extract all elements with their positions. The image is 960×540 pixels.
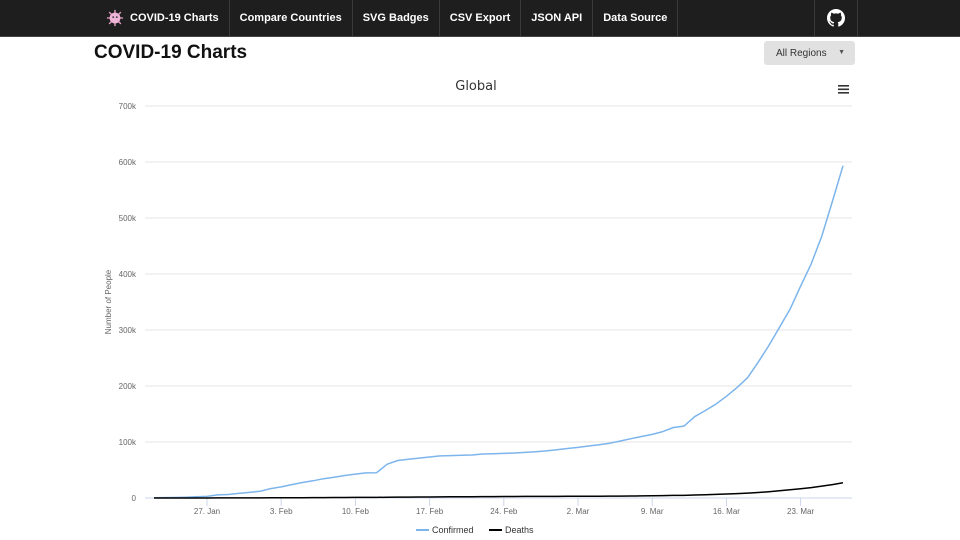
y-tick-label: 400k xyxy=(119,270,137,279)
github-link[interactable] xyxy=(814,0,858,36)
x-tick-label: 27. Jan xyxy=(194,507,220,516)
nav-data-source[interactable]: Data Source xyxy=(593,0,679,36)
caret-down-icon: ▼ xyxy=(838,49,845,56)
legend-label-deaths: Deaths xyxy=(505,525,534,535)
nav-svg-badges[interactable]: SVG Badges xyxy=(353,0,440,36)
x-tick-label: 23. Mar xyxy=(787,507,814,516)
legend-item-deaths[interactable]: Deaths xyxy=(489,525,534,535)
github-icon xyxy=(827,9,845,27)
x-tick-label: 9. Mar xyxy=(641,507,664,516)
page-title: COVID-19 Charts xyxy=(94,42,248,63)
x-tick-label: 3. Feb xyxy=(270,507,293,516)
hamburger-menu-icon[interactable] xyxy=(836,82,852,96)
y-tick-label: 0 xyxy=(132,494,137,503)
y-axis-label: Number of People xyxy=(104,269,113,334)
y-tick-label: 200k xyxy=(119,382,137,391)
nav-csv-export[interactable]: CSV Export xyxy=(440,0,522,36)
legend-item-confirmed[interactable]: Confirmed xyxy=(416,525,474,535)
top-navbar: COVID-19 Charts Compare Countries SVG Ba… xyxy=(0,0,960,37)
series-line-confirmed xyxy=(153,165,844,499)
x-tick-label: 2. Mar xyxy=(567,507,590,516)
y-tick-label: 600k xyxy=(119,158,137,167)
region-select-value: All Regions xyxy=(776,48,827,59)
nav-brand[interactable]: COVID-19 Charts xyxy=(96,0,230,36)
x-tick-label: 17. Feb xyxy=(416,507,444,516)
x-tick-label: 24. Feb xyxy=(490,507,518,516)
y-tick-label: 100k xyxy=(119,438,137,447)
chart-title: Global xyxy=(455,79,496,94)
y-tick-label: 300k xyxy=(119,326,137,335)
y-tick-label: 500k xyxy=(119,214,137,223)
region-select[interactable]: All Regions ▼ xyxy=(764,41,855,65)
nav-links: COVID-19 Charts Compare Countries SVG Ba… xyxy=(96,0,679,36)
legend: Confirmed Deaths xyxy=(416,525,534,535)
nav-compare-countries[interactable]: Compare Countries xyxy=(230,0,353,36)
x-tick-label: 16. Mar xyxy=(713,507,740,516)
brand-label: COVID-19 Charts xyxy=(130,12,219,24)
legend-label-confirmed: Confirmed xyxy=(432,525,474,535)
nav-json-api[interactable]: JSON API xyxy=(521,0,594,36)
y-tick-label: 700k xyxy=(119,102,137,111)
virus-logo-icon xyxy=(106,9,124,27)
x-tick-label: 10. Feb xyxy=(342,507,370,516)
series-line-deaths xyxy=(154,482,844,499)
